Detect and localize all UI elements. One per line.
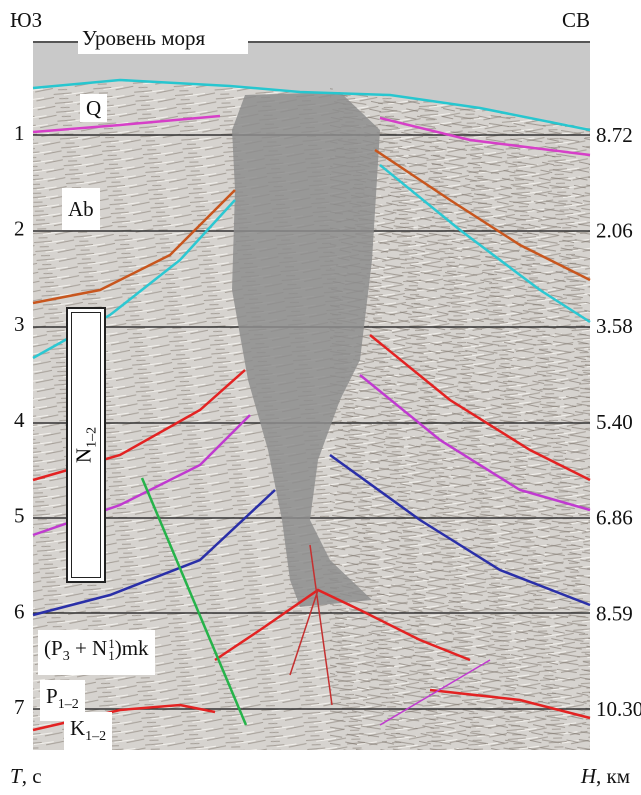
time-tick: 2 [14, 217, 25, 241]
sea-level-label: Уровень моря [82, 26, 205, 50]
depth-tick: 10.30 [596, 697, 641, 721]
depth-tick: 6.86 [596, 506, 633, 530]
time-tick: 4 [14, 408, 25, 432]
direction-sw: ЮЗ [10, 8, 42, 32]
time-tick: 1 [14, 121, 25, 145]
time-tick: 7 [14, 695, 25, 719]
sea-label-bg [78, 26, 248, 54]
time-tick: 5 [14, 504, 25, 528]
depth-tick: 8.59 [596, 601, 633, 625]
reflections [330, 88, 590, 750]
unit-label: P1–2 [40, 680, 85, 722]
depth-tick: 3.58 [596, 314, 633, 338]
unit-box: N1–2 [66, 307, 106, 583]
direction-ne: СВ [562, 8, 590, 32]
depth-tick: 2.06 [596, 219, 633, 243]
time-axis-label: T, с [10, 764, 42, 788]
diapir [232, 92, 380, 607]
depth-axis-label: H, км [580, 764, 630, 788]
depth-tick: 5.40 [596, 410, 633, 434]
time-tick: 3 [14, 312, 25, 336]
unit-label: Q [80, 94, 108, 122]
unit-label: (P3 + N 1 1)mk [38, 630, 155, 676]
unit-label: Ab [62, 188, 100, 230]
unit-label: K1–2 [64, 712, 113, 754]
unit-label: N1–2 [71, 426, 100, 464]
faults [140, 477, 491, 726]
time-tick: 6 [14, 599, 25, 623]
depth-tick: 8.72 [596, 123, 633, 147]
